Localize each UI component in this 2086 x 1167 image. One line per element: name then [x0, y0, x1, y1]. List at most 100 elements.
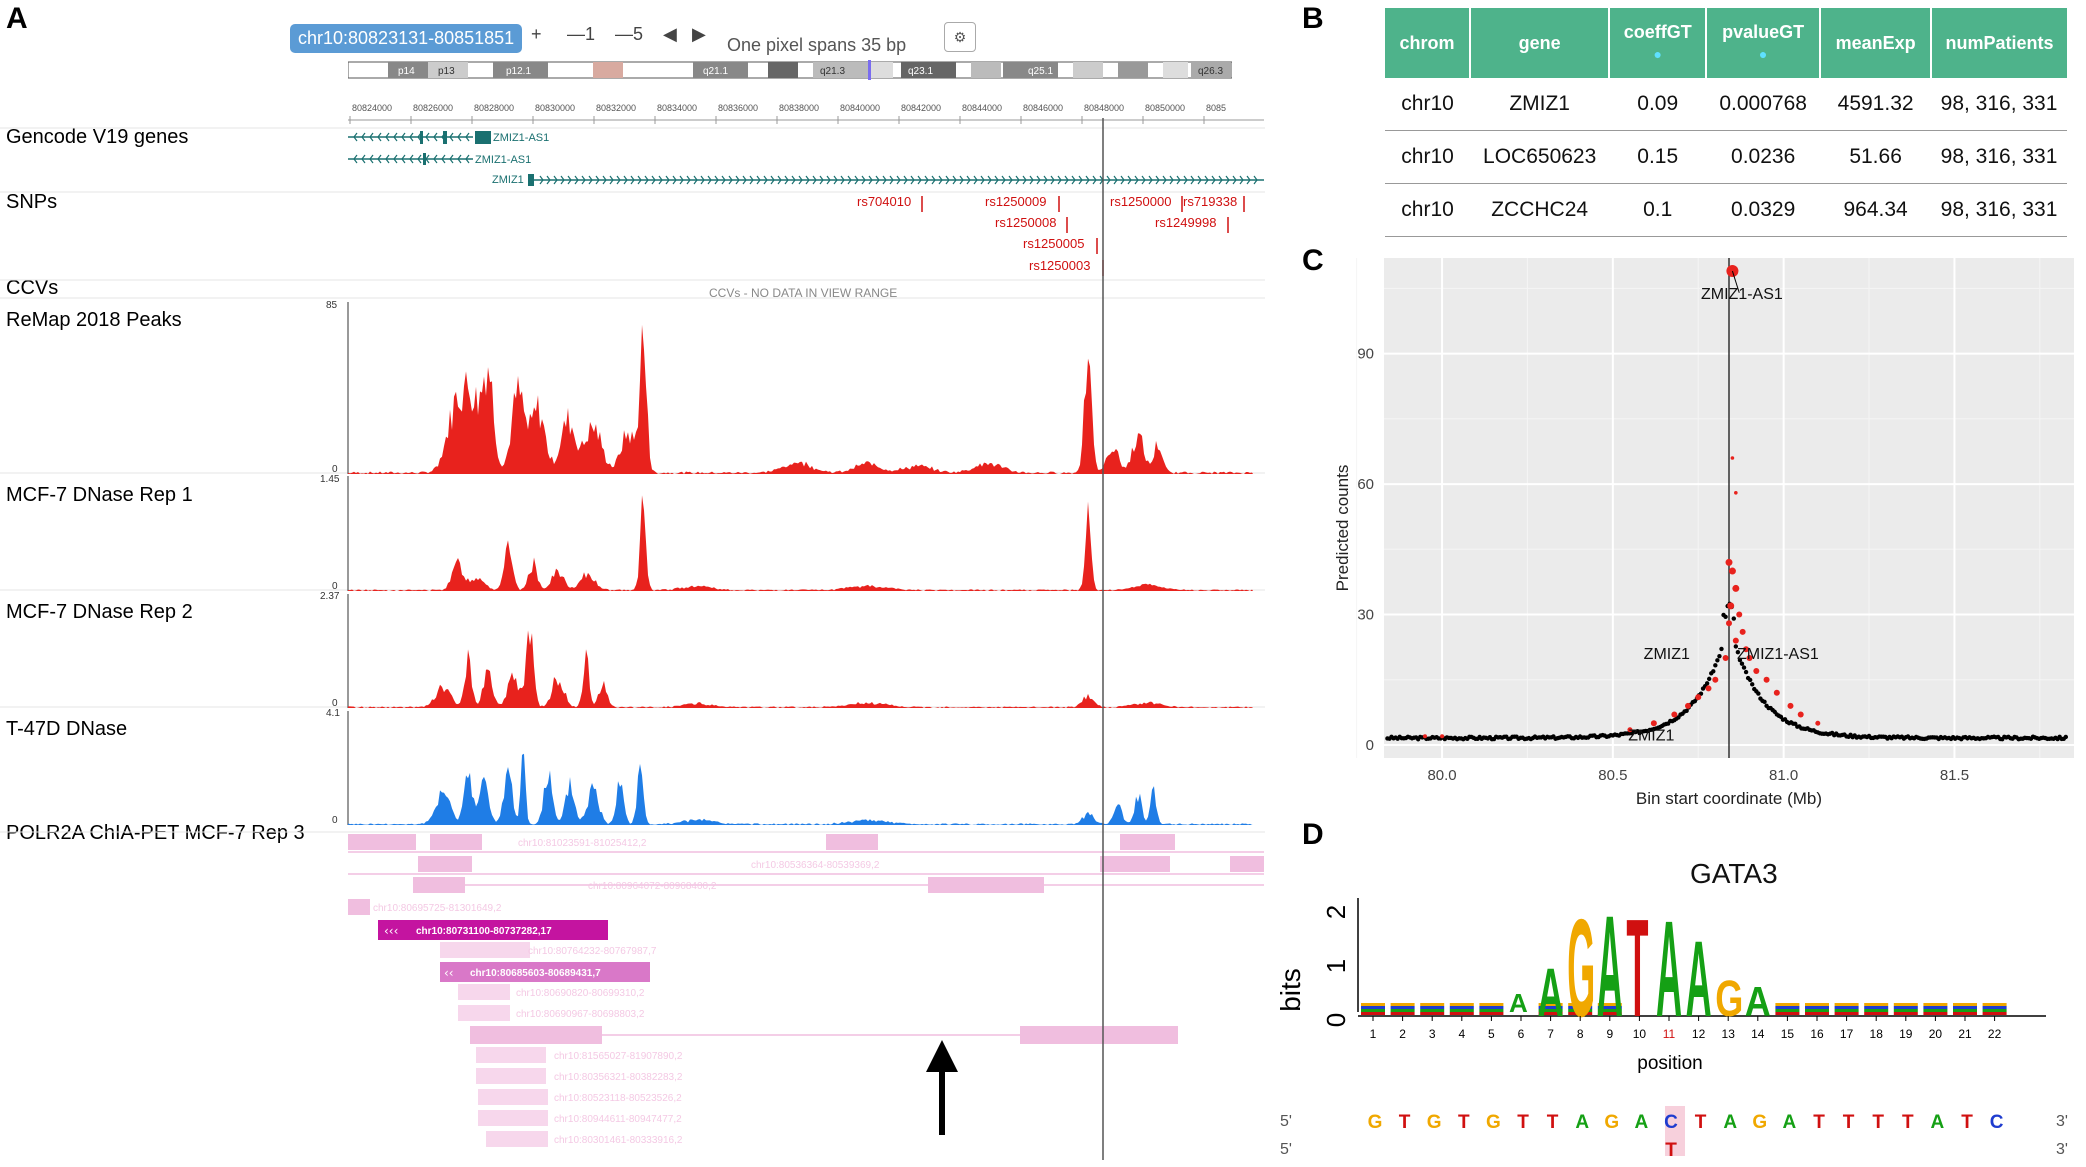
- chiapet-label: chr10:81023591-81025412,2: [518, 838, 647, 849]
- track-label-polr2a: POLR2A ChIA-PET MCF-7 Rep 3: [6, 822, 305, 844]
- snp-label[interactable]: rs719338: [1183, 194, 1238, 209]
- sequence-base: T: [1399, 1112, 1411, 1133]
- info-icon[interactable]: ●: [1653, 46, 1662, 62]
- logo-y-tick: 0: [1321, 1013, 1351, 1027]
- logo-position-label: 1: [1370, 1027, 1377, 1041]
- snp-label[interactable]: rs704010: [857, 194, 912, 209]
- back-button[interactable]: ◀: [663, 24, 677, 44]
- sequence-base: A: [1635, 1112, 1649, 1133]
- zoom-out-1-button[interactable]: —1: [567, 24, 596, 44]
- chevron-left-icon: ‹‹‹: [384, 924, 398, 938]
- cytoband-label: p13: [438, 66, 455, 77]
- pixel-info: One pixel spans 35 bp: [727, 35, 907, 55]
- chiapet-label: chr10:80944611-80947477,2: [554, 1114, 682, 1125]
- highlighted-point: [1739, 628, 1746, 635]
- snp-label[interactable]: rs1250000: [1110, 194, 1172, 209]
- logo-position-label: 4: [1458, 1027, 1465, 1041]
- table-row: chr10 ZCCHC24 0.1 0.0329 964.34 98, 316,…: [1385, 183, 2067, 237]
- sequence-base: G: [1427, 1112, 1442, 1133]
- chiapet-label: chr10:80356321-80382283,2: [554, 1072, 683, 1083]
- chiapet-label: chr10:80536364-80539369,2: [751, 860, 880, 871]
- ruler-tick-label: 80828000: [474, 103, 514, 113]
- ruler-tick-label: 80830000: [535, 103, 575, 113]
- x-tick-label: 81.5: [1940, 767, 1969, 784]
- highlighted-point: [1736, 611, 1743, 618]
- highlighted-point: [1685, 702, 1692, 709]
- settings-button[interactable]: ⚙: [944, 22, 976, 52]
- chiapet-label: chr10:80695725-81301649,2: [373, 903, 502, 914]
- alt-suffix: 3': [2056, 1141, 2068, 1158]
- locus-input[interactable]: chr10:80823131-80851851: [290, 24, 523, 53]
- data-point: [1719, 646, 1724, 652]
- svg-text:A: A: [1509, 988, 1528, 1018]
- data-point: [1704, 681, 1710, 686]
- ruler-tick-label: 80840000: [840, 103, 880, 113]
- sequence-base: T: [1902, 1112, 1914, 1133]
- cytoband-label: q21.3: [820, 66, 845, 77]
- highlighted-point: [1732, 637, 1739, 644]
- logo-position-label: 6: [1518, 1027, 1525, 1041]
- highlighted-point: [1763, 676, 1770, 683]
- table-cell: LOC650623: [1470, 130, 1610, 184]
- sequence-base: G: [1486, 1112, 1501, 1133]
- sequence-base: G: [1368, 1112, 1383, 1133]
- info-icon[interactable]: ●: [1758, 46, 1768, 62]
- data-point: [1762, 699, 1767, 704]
- highlighted-point: [1726, 620, 1732, 627]
- highlighted-point: [1722, 655, 1729, 661]
- table-cell: 0.09: [1609, 78, 1707, 131]
- chiapet-label: chr10:80964072-80968400,2: [588, 881, 717, 892]
- table-cell: chr10: [1385, 78, 1471, 131]
- logo-letter: T: [1626, 890, 1648, 1046]
- seq-prefix: 5': [1280, 1113, 1292, 1130]
- y-tick-label: 30: [1357, 607, 1374, 624]
- ruler-tick-label: 80838000: [779, 103, 819, 113]
- sequence-base: T: [1843, 1112, 1855, 1133]
- snp-label[interactable]: rs1250008: [995, 215, 1057, 230]
- snp-label[interactable]: rs1250009: [985, 194, 1047, 209]
- sequence-base: A: [1931, 1112, 1945, 1133]
- x-tick-label: 80.0: [1427, 767, 1456, 784]
- data-point: [1706, 676, 1712, 682]
- ideogram: p14 p13 p12.1 q21.1 q21.3 q23.1 q25.1 q2…: [348, 60, 1232, 80]
- data-point: [1711, 669, 1716, 674]
- y-tick-label: 90: [1357, 346, 1374, 363]
- snp-label[interactable]: rs1249998: [1155, 215, 1217, 230]
- sequence-base: T: [1547, 1112, 1559, 1133]
- highlighted-point: [1671, 711, 1678, 718]
- table-cell: 98, 316, 331: [1931, 78, 2067, 131]
- alt-allele: T: [1665, 1140, 1677, 1161]
- snp-label[interactable]: rs1250003: [1029, 258, 1091, 273]
- ruler-tick-label: 80846000: [1023, 103, 1063, 113]
- sequence-base: A: [1575, 1112, 1589, 1133]
- sequence-base: T: [1517, 1112, 1529, 1133]
- ruler-tick-label: 80826000: [413, 103, 453, 113]
- logo-y-tick: 1: [1321, 959, 1351, 973]
- panel-a-label: A: [6, 2, 28, 35]
- chiapet-label: chr10:80690820-80699310,2: [516, 988, 645, 999]
- y-tick-label: 60: [1357, 476, 1374, 493]
- logo-position-label: 11: [1663, 1027, 1676, 1041]
- logo-position-label: 7: [1547, 1027, 1554, 1041]
- highlighted-point: [1773, 689, 1780, 696]
- data-point: [1715, 658, 1720, 663]
- table-cell: 51.66: [1820, 130, 1932, 184]
- table-cell: 98, 316, 331: [1931, 130, 2067, 184]
- cytoband-label: q21.1: [703, 66, 728, 77]
- remap-scale-max: 85: [326, 300, 338, 311]
- column-header: chrom: [1385, 8, 1472, 78]
- motif-title: GATA3: [1690, 858, 1778, 889]
- highlighted-point: [1650, 720, 1657, 727]
- chiapet-label: chr10:80690967-80698803,2: [516, 1009, 645, 1020]
- data-point: [1684, 708, 1689, 713]
- zoom-out-5-button[interactable]: —5: [615, 24, 644, 44]
- snp-label[interactable]: rs1250005: [1023, 236, 1085, 251]
- highlighted-point: [1728, 567, 1736, 575]
- t47d-scale-max: 4.1: [326, 708, 340, 719]
- zoom-in-button[interactable]: +: [531, 24, 542, 44]
- table-cell: chr10: [1385, 130, 1471, 184]
- forward-button[interactable]: ▶: [692, 24, 706, 44]
- highlighted-point: [1726, 265, 1739, 278]
- ruler-tick-label: 80848000: [1084, 103, 1124, 113]
